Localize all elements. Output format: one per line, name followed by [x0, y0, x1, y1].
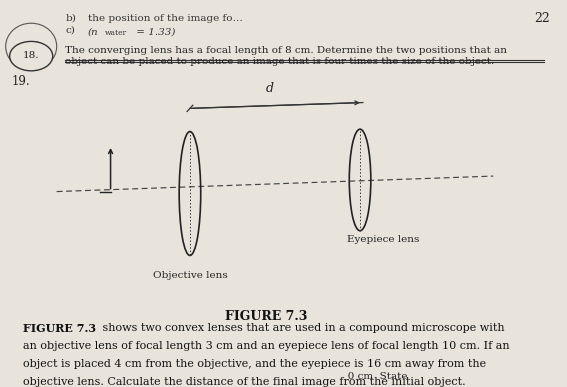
Text: object is placed 4 cm from the objective, and the eyepiece is 16 cm away from th: object is placed 4 cm from the objective…: [23, 359, 486, 369]
Text: d: d: [265, 82, 273, 94]
Text: c): c): [65, 25, 75, 34]
Text: FIGURE 7.3: FIGURE 7.3: [23, 323, 96, 334]
Text: = 1.33): = 1.33): [133, 28, 176, 37]
Text: The converging lens has a focal length of 8 cm. Determine the two positions that: The converging lens has a focal length o…: [65, 46, 507, 55]
Text: 18.: 18.: [23, 51, 40, 60]
Text: objective lens. Calculate the distance of the final image from the initial objec: objective lens. Calculate the distance o…: [23, 377, 466, 387]
Text: the position of the image fo…: the position of the image fo…: [88, 14, 243, 22]
Text: b): b): [65, 14, 76, 22]
Text: shows two convex lenses that are used in a compound microscope with: shows two convex lenses that are used in…: [99, 323, 505, 333]
Text: 22: 22: [534, 12, 550, 25]
Text: object can be placed to produce an image that is four times the size of the obje: object can be placed to produce an image…: [65, 57, 494, 65]
Text: 19.: 19.: [11, 75, 30, 89]
Text: water: water: [105, 29, 127, 38]
Text: (n: (n: [88, 28, 99, 37]
Text: FIGURE 7.3: FIGURE 7.3: [225, 310, 308, 323]
Text: 0 cm  State: 0 cm State: [312, 372, 407, 381]
Text: an objective lens of focal length 3 cm and an eyepiece lens of focal length 10 c: an objective lens of focal length 3 cm a…: [23, 341, 509, 351]
Text: Objective lens: Objective lens: [153, 271, 227, 280]
Circle shape: [10, 41, 53, 71]
Text: Eyepiece lens: Eyepiece lens: [346, 235, 419, 243]
